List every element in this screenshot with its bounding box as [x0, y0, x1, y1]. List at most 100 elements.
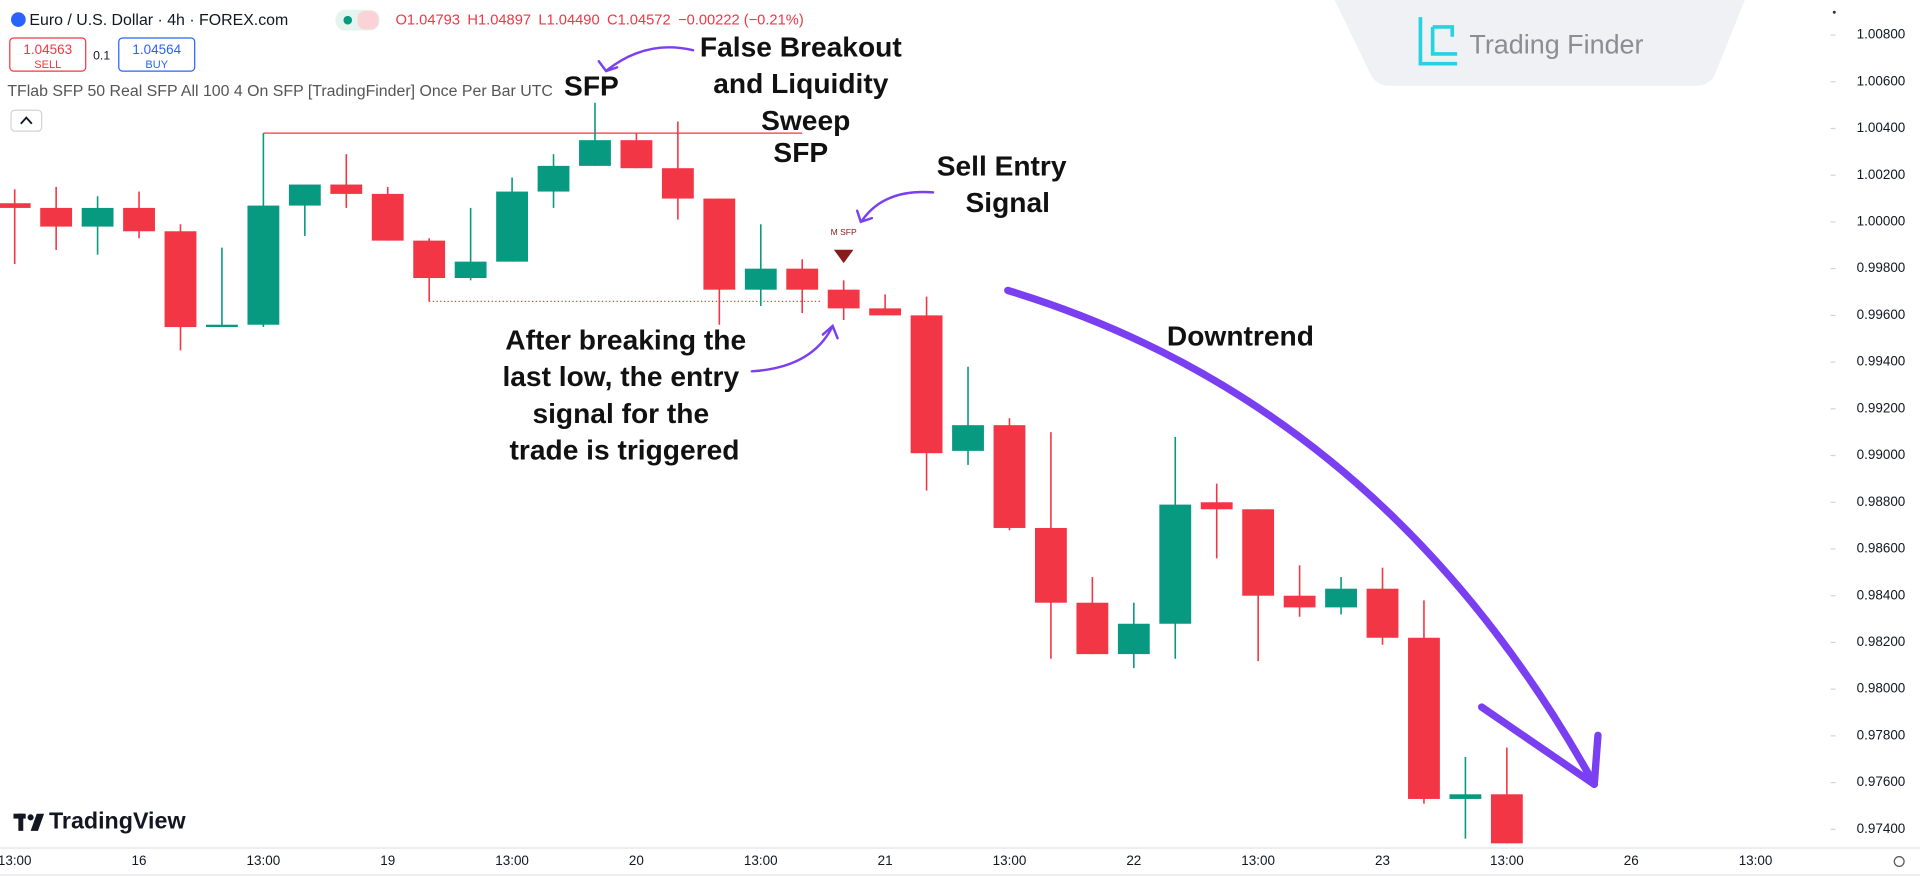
annotation: SFP: [773, 136, 828, 168]
sell-price: 1.04563: [23, 42, 72, 57]
settings-icon[interactable]: [1893, 855, 1905, 868]
ohlc-value: −0.00222 (−0.21%): [678, 13, 804, 29]
candle-body: [579, 140, 611, 166]
candle-body: [371, 193, 404, 241]
buy-price: 1.04564: [132, 42, 181, 57]
x-tick-label: 23: [1375, 853, 1390, 868]
candle-body: [164, 231, 197, 328]
y-tick-label: 0.99000: [1857, 447, 1906, 462]
candle-body: [1366, 588, 1399, 638]
candle-body: [81, 207, 114, 227]
candle-body: [1076, 602, 1109, 655]
candle-body: [993, 425, 1026, 528]
x-tick-label: 19: [380, 853, 395, 868]
candle-body: [247, 205, 280, 325]
x-tick-label: 13:00: [1490, 853, 1524, 868]
watermark-text: Trading Finder: [1469, 30, 1643, 60]
y-tick-label: 1.00200: [1857, 167, 1906, 182]
y-tick-label: 0.97400: [1857, 821, 1906, 836]
ohlc-value: O1.04793: [396, 13, 461, 29]
y-tick-label: 1.00800: [1857, 27, 1906, 42]
candle-body: [620, 140, 653, 169]
candle-body: [454, 261, 487, 278]
candle-body: [537, 165, 570, 192]
annotation: SFP: [564, 70, 619, 102]
candle-body: [413, 240, 446, 278]
x-tick-label: 20: [629, 853, 644, 868]
candle-body: [40, 207, 73, 227]
annotation: After breaking the: [505, 323, 746, 355]
candle-body: [703, 198, 736, 290]
x-tick-label: 26: [1624, 853, 1639, 868]
candle-body: [952, 425, 984, 451]
arrow-downtrend: [1004, 286, 1598, 788]
candle-body: [1490, 794, 1523, 844]
candle-body: [744, 268, 777, 290]
indicator-label: TFlab SFP 50 Real SFP All 100 4 On SFP […: [7, 83, 553, 100]
y-tick-label: 1.00000: [1857, 213, 1906, 228]
status-flag: [357, 11, 379, 30]
x-tick-label: 16: [132, 853, 147, 868]
symbol-icon: [11, 12, 26, 27]
candle-body: [1200, 502, 1233, 510]
buy-button[interactable]: [118, 37, 196, 72]
candle-body: [786, 268, 819, 290]
candle-body: [869, 308, 902, 316]
annotation-arrows: [597, 46, 1602, 788]
x-tick-label: 13:00: [0, 853, 32, 868]
lot-size: 0.1: [93, 49, 110, 63]
candle-body: [1159, 504, 1192, 624]
signal-marker: [833, 249, 854, 264]
candle-body: [910, 315, 943, 454]
menu-dot: [1832, 10, 1836, 14]
candle-body: [288, 184, 321, 206]
y-tick-label: 0.98400: [1857, 587, 1906, 602]
y-tick-label: 1.00400: [1857, 120, 1906, 135]
x-tick-label: 13:00: [1739, 853, 1773, 868]
annotation: and Liquidity: [713, 67, 888, 99]
candle-body: [661, 168, 694, 199]
annotation: signal for the: [532, 397, 709, 429]
y-tick-label: 0.97600: [1857, 774, 1906, 789]
y-tick-label: 0.99600: [1857, 307, 1906, 322]
x-tick-label: 13:00: [1241, 853, 1275, 868]
candle-body: [827, 289, 860, 309]
ohlc: O1.04793 H1.04897 L1.04490 C1.04572 −0.00222…: [396, 13, 804, 29]
annotation: Sell Entry: [937, 149, 1067, 181]
logo-shape: [30, 813, 45, 831]
candle-body: [1117, 623, 1150, 655]
plot: 1.00800 1.00600 1.00400 1.00200 1.00000 0.998…: [0, 27, 1905, 868]
watermark-icon: [1418, 17, 1458, 66]
platform-name: TradingView: [49, 807, 186, 833]
x-tick-label: 13:00: [495, 853, 529, 868]
y-tick-label: 0.97800: [1857, 727, 1906, 742]
candle-body: [0, 203, 31, 208]
candle-body: [1035, 527, 1067, 603]
candle-body: [1325, 588, 1357, 608]
y-tick-label: 1.00600: [1857, 73, 1906, 88]
candle-body: [496, 191, 528, 262]
signal-label: M SFP: [831, 227, 857, 237]
arrow-head: [855, 209, 874, 224]
arrow-head: [1477, 703, 1602, 788]
arrow-entry: [750, 327, 833, 373]
sell-button[interactable]: [9, 37, 87, 72]
arrow-head: [821, 323, 839, 340]
candle-body: [330, 184, 363, 194]
candle-body: [1283, 595, 1316, 608]
y-tick-label: 0.98800: [1857, 494, 1906, 509]
platform-logo: [13, 813, 45, 831]
collapse-button[interactable]: [10, 109, 43, 132]
candle-body: [206, 324, 238, 328]
logo-shape: [27, 814, 34, 821]
y-tick-label: 0.99800: [1857, 260, 1906, 275]
buy-label: BUY: [145, 59, 168, 71]
y-tick-label: 0.99400: [1857, 354, 1906, 369]
y-tick-label: 0.98200: [1857, 634, 1906, 649]
sell-label: SELL: [34, 59, 61, 71]
candle-body: [1449, 794, 1482, 799]
x-tick-label: 13:00: [993, 853, 1027, 868]
annotation: Sweep: [761, 104, 850, 136]
